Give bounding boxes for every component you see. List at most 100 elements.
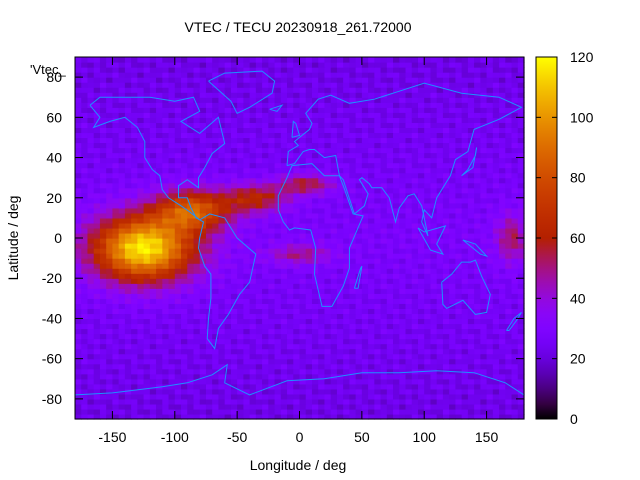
heatmap-cell <box>262 268 269 274</box>
heatmap-cell <box>224 157 232 164</box>
heatmap-cell <box>399 383 407 390</box>
heatmap-cell <box>131 343 138 350</box>
heatmap-cell <box>106 197 114 204</box>
heatmap-cell <box>218 288 226 294</box>
heatmap-cell <box>511 378 519 385</box>
heatmap-cell <box>131 393 138 400</box>
heatmap-cell <box>124 232 132 239</box>
heatmap-cell <box>174 127 182 134</box>
heatmap-cell <box>305 212 313 219</box>
heatmap-cell <box>118 92 126 98</box>
heatmap-cell <box>430 132 438 139</box>
heatmap-cell <box>393 413 400 420</box>
heatmap-cell <box>368 182 375 189</box>
heatmap-cell <box>212 318 220 325</box>
heatmap-cell <box>374 167 382 174</box>
heatmap-cell <box>505 102 513 108</box>
heatmap-cell <box>131 132 138 139</box>
heatmap-cell <box>486 207 494 214</box>
heatmap-cell <box>280 308 288 315</box>
heatmap-cell <box>474 278 481 284</box>
heatmap-cell <box>293 77 301 83</box>
heatmap-cell <box>287 107 294 113</box>
heatmap-cell <box>499 343 506 350</box>
heatmap-cell <box>168 207 176 214</box>
heatmap-cell <box>455 127 463 134</box>
heatmap-cell <box>517 328 525 335</box>
heatmap-cell <box>118 368 126 375</box>
heatmap-cell <box>237 268 244 274</box>
heatmap-cell <box>318 383 326 390</box>
heatmap-cell <box>224 323 232 330</box>
heatmap-cell <box>243 172 251 179</box>
heatmap-cell <box>511 243 519 249</box>
heatmap-cell <box>181 258 188 264</box>
heatmap-cell <box>411 212 419 219</box>
heatmap-cell <box>349 308 357 315</box>
heatmap-cell <box>343 127 350 134</box>
heatmap-cell <box>349 187 357 194</box>
heatmap-cell <box>293 87 301 93</box>
heatmap-cell <box>480 102 488 108</box>
heatmap-cell <box>511 232 519 239</box>
heatmap-cell <box>237 82 244 88</box>
heatmap-cell <box>330 298 338 304</box>
heatmap-cell <box>224 92 232 98</box>
heatmap-cell <box>106 253 114 259</box>
heatmap-cell <box>199 393 207 400</box>
heatmap-cell <box>143 293 151 299</box>
heatmap-cell <box>430 222 438 229</box>
heatmap-cell <box>380 398 388 405</box>
heatmap-cell <box>386 238 394 244</box>
heatmap-cell <box>237 333 244 340</box>
heatmap-cell <box>193 353 201 360</box>
heatmap-cell <box>224 318 232 325</box>
heatmap-cell <box>430 238 438 244</box>
heatmap-cell <box>417 92 425 98</box>
heatmap-cell <box>374 107 382 113</box>
heatmap-cell <box>393 182 400 189</box>
heatmap-cell <box>93 167 101 174</box>
heatmap-cell <box>205 278 213 284</box>
heatmap-cell <box>199 413 207 420</box>
heatmap-cell <box>87 187 95 194</box>
heatmap-cell <box>492 127 500 134</box>
heatmap-cell <box>118 408 126 415</box>
heatmap-cell <box>199 102 207 108</box>
heatmap-cell <box>230 162 238 169</box>
heatmap-cell <box>393 127 400 134</box>
heatmap-cell <box>349 77 357 83</box>
heatmap-cell <box>430 263 438 269</box>
heatmap-cell <box>336 202 344 209</box>
heatmap-cell <box>486 132 494 139</box>
heatmap-cell <box>99 167 107 174</box>
heatmap-cell <box>336 152 344 159</box>
heatmap-cell <box>386 358 394 365</box>
heatmap-cell <box>106 363 114 370</box>
heatmap-cell <box>318 373 326 380</box>
heatmap-cell <box>405 288 413 294</box>
heatmap-cell <box>237 398 244 405</box>
heatmap-cell <box>174 243 182 249</box>
heatmap-cell <box>436 142 444 149</box>
heatmap-cell <box>474 232 481 239</box>
heatmap-cell <box>280 248 288 254</box>
heatmap-cell <box>424 283 432 289</box>
heatmap-cell <box>405 162 413 169</box>
heatmap-cell <box>156 102 163 108</box>
heatmap-cell <box>243 162 251 169</box>
heatmap-cell <box>293 187 301 194</box>
heatmap-cell <box>81 177 89 184</box>
heatmap-cell <box>499 398 506 405</box>
heatmap-cell <box>99 232 107 239</box>
heatmap-cell <box>380 117 388 123</box>
heatmap-cell <box>118 197 126 204</box>
heatmap-cell <box>224 408 232 415</box>
heatmap-cell <box>124 107 132 113</box>
heatmap-cell <box>274 142 282 149</box>
heatmap-cell <box>75 162 82 169</box>
heatmap-cell <box>268 192 276 199</box>
heatmap-cell <box>249 137 257 144</box>
heatmap-cell <box>492 202 500 209</box>
heatmap-cell <box>218 348 226 355</box>
